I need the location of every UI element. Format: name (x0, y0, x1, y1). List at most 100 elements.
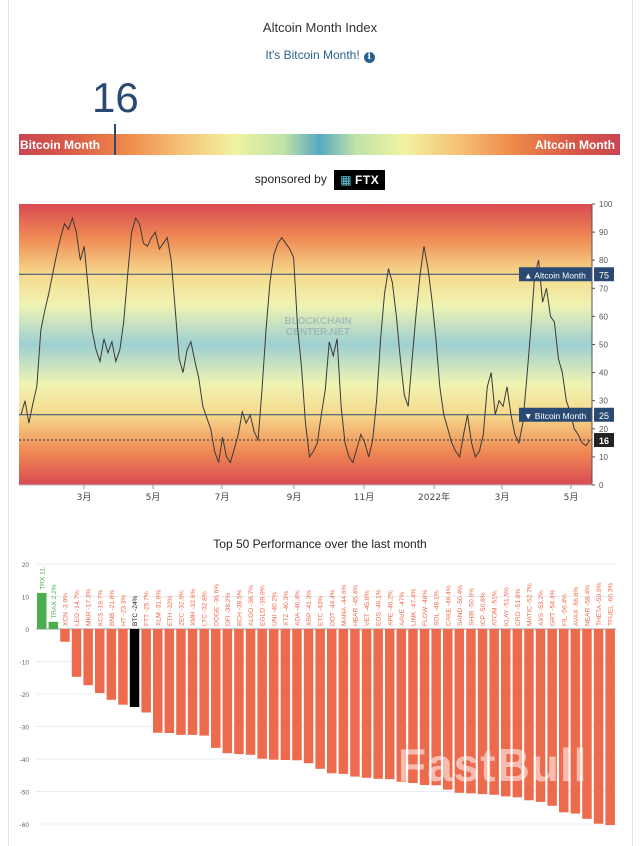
threshold-label: ▲ Altcoin Month (524, 270, 586, 280)
data-label: CRO -51.8% (515, 588, 522, 626)
x-tick-label: 2022年 (418, 491, 450, 503)
data-label: ETC -43% (318, 595, 325, 626)
data-label: XRP -41.3% (306, 590, 313, 626)
status-text: It's Bitcoin Month! (265, 48, 360, 62)
data-label: BCH -38.5% (237, 589, 244, 626)
bar-cro (512, 629, 523, 798)
gauge-right-label: Altcoin Month (535, 138, 615, 152)
performance-title: Top 50 Performance over the last month (213, 537, 427, 551)
bar-sand (454, 629, 465, 793)
threshold-label: ▼ Bitcoin Month (524, 411, 587, 421)
data-label: ZEC -32.6% (179, 590, 186, 626)
data-label: TFUEL -60.3% (608, 583, 615, 626)
x-tick-label: 5月 (146, 492, 161, 503)
data-label: CAKE -49.4% (445, 585, 452, 626)
data-label: EOS -46.1% (376, 589, 383, 626)
bar-egld (257, 629, 267, 759)
data-label: DOT -44.4% (329, 589, 336, 626)
y-tick-label: 50 (599, 341, 608, 350)
y-tick-label: 10 (22, 595, 30, 602)
data-label: HT -23.3% (121, 594, 128, 626)
data-label: XCN -3.9% (63, 593, 70, 626)
data-label: ICP -50.8% (480, 592, 487, 626)
bar-hbar (350, 629, 360, 777)
fastbull-watermark: FastBull (398, 739, 588, 791)
bar-avax (570, 629, 581, 814)
info-icon[interactable]: i (363, 52, 375, 63)
threshold-value-badge (594, 407, 614, 422)
data-label: XLM -31.9% (155, 590, 162, 626)
bar-ada (292, 629, 302, 761)
x-tick-label: 9月 (287, 492, 302, 503)
data-label: XTZ -40.3% (283, 591, 290, 626)
bar-bch (234, 629, 244, 755)
bar-atom (489, 629, 499, 795)
data-label: XMR -32.6% (190, 588, 197, 626)
data-label: LEO -14.7% (74, 590, 81, 626)
bar-theta (593, 629, 604, 824)
bar-xtz (280, 629, 291, 760)
data-label: GRT -54.4% (550, 589, 557, 626)
bar-grt (547, 629, 557, 806)
current-value-label: 16 (599, 436, 609, 446)
y-tick-label: -30 (20, 725, 30, 732)
data-label: TRAX 2.2% (51, 584, 58, 619)
data-label: SOL -48.1% (434, 590, 441, 626)
data-label: BNB -21.8% (109, 590, 116, 626)
y-tick-label: 90 (599, 228, 608, 237)
y-tick-label: -40 (20, 757, 30, 764)
bar-eos (373, 629, 383, 779)
y-tick-label: 60 (599, 312, 608, 321)
data-label: ETH -32% (167, 595, 174, 626)
y-tick-label: 20 (599, 425, 608, 434)
data-label: EGLD -39.9% (260, 585, 267, 626)
ftx-logo-text: FTX (355, 173, 380, 187)
bar-cake (443, 629, 453, 790)
threshold-value-label: 25 (599, 411, 609, 421)
blockchaincenter-watermark: BLOCKCHAIN (284, 316, 351, 327)
data-label: LTC -32.8% (202, 591, 209, 626)
data-label: LINK -47.4% (411, 588, 418, 626)
bar-klay (501, 629, 511, 797)
bar-vet (361, 629, 372, 778)
bar-near (582, 629, 592, 819)
bar-trax (48, 621, 59, 629)
y-tick-label: 70 (599, 284, 608, 293)
x-tick-label: 3月 (495, 492, 510, 503)
y-tick-label: 80 (599, 256, 608, 265)
bar-ltc (199, 629, 209, 736)
data-label: THETA -59.9% (596, 582, 603, 626)
x-tick-label: 7月 (215, 492, 230, 503)
bar-kcs (95, 629, 105, 693)
threshold-label-box (519, 407, 592, 422)
bar-ftt (141, 629, 151, 713)
bar-ape (385, 629, 395, 780)
x-tick-label: 3月 (77, 492, 92, 503)
bar-ht (118, 629, 128, 705)
bar-eth (164, 629, 175, 733)
x-tick-label: 11月 (354, 492, 374, 503)
y-tick-label: 0 (599, 481, 604, 490)
data-label: ADA -40.4% (295, 590, 302, 626)
y-tick-label: -20 (20, 692, 30, 699)
bar-bnb (106, 629, 117, 700)
performance-bar-chart: 20 10 0 -10 -20 -30 -40 -50 -60 TRX 11. TRAX 2.2% X… (20, 562, 616, 829)
data-label: FIL -56.4% (561, 594, 568, 626)
data-label: SAND -50.4% (457, 585, 464, 626)
bar-dot (327, 629, 337, 774)
y-tick-label: 0 (25, 627, 29, 634)
bar-leo (71, 629, 82, 677)
data-label: MKR -17.3% (86, 588, 93, 626)
y-tick-label: -10 (20, 660, 30, 667)
bar-sol (431, 629, 441, 786)
gauge-bar (19, 134, 620, 155)
ftx-logo[interactable]: ▦ FTX (334, 170, 386, 190)
performance-plot-area: 20 10 0 -10 -20 -30 -40 -50 -60 TRX 11. TRAX 2.2% X… (20, 562, 616, 829)
status-subtitle: It's Bitcoin Month! i (0, 48, 640, 63)
blockchaincenter-watermark: CENTER.NET (286, 327, 350, 338)
data-label: APE -46.2% (387, 590, 394, 626)
y-tick-label: 10 (599, 453, 608, 462)
bar-xrp (303, 629, 314, 764)
ftx-mark-icon: ▦ (340, 173, 353, 187)
